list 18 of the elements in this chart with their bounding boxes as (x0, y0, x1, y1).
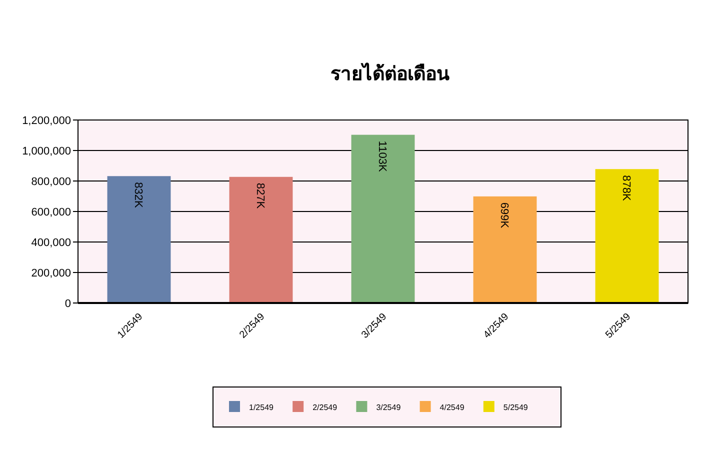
y-tick-label: 1,200,000 (22, 115, 71, 127)
y-tick-label: 400,000 (31, 237, 71, 249)
y-tick-label: 1,000,000 (22, 146, 71, 158)
value-label: 832K (132, 182, 144, 208)
title: รายได้ต่อเดือน (330, 64, 450, 85)
value-label: 878K (620, 175, 632, 201)
value-label: 827K (254, 182, 266, 209)
value-label: 1103K (376, 140, 388, 172)
y-tick-label: 200,000 (31, 268, 71, 280)
y-tick-label: 800,000 (31, 176, 71, 188)
legend-label: 1/2549 (249, 403, 274, 412)
y-tick-label: 600,000 (31, 206, 71, 218)
legend-label: 2/2549 (312, 403, 338, 412)
y-tick-label: 0 (64, 298, 71, 310)
value-label: 699K (498, 202, 510, 228)
legend-label: 5/2549 (503, 403, 528, 412)
legend-label: 4/2549 (440, 403, 464, 412)
legend-label: 3/2549 (376, 403, 401, 412)
